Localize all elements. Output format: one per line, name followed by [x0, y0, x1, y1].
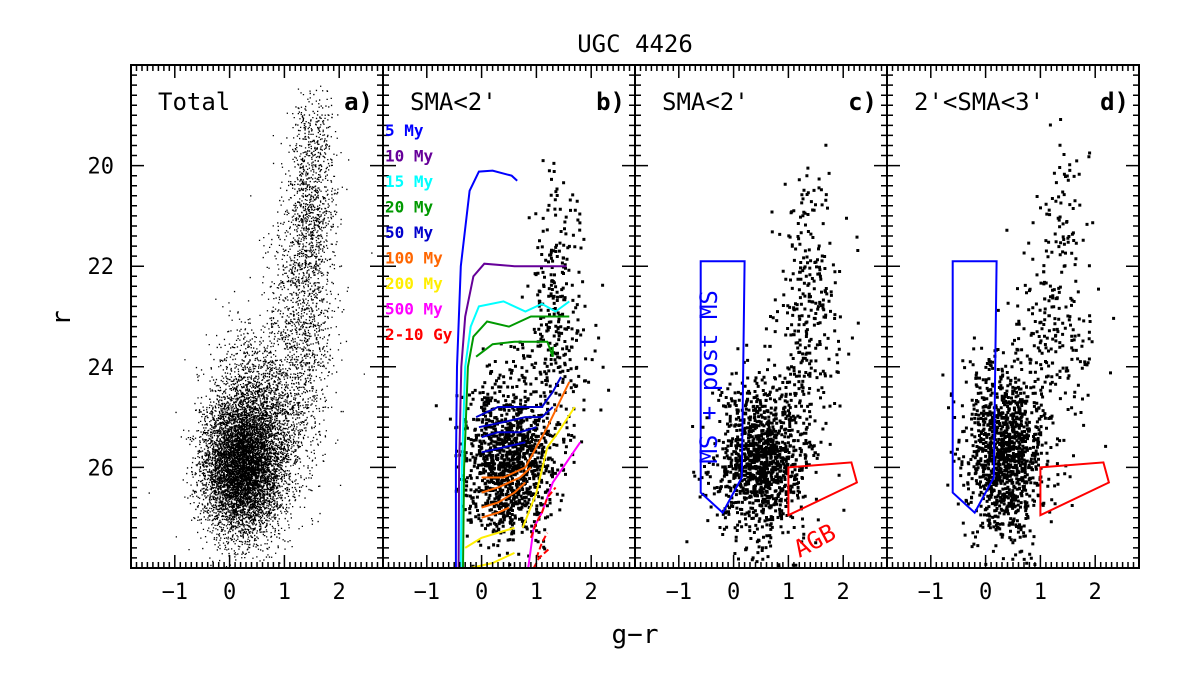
panel-c: MS + post MS AGB −1 0 1 2 SMA<2' c) [634, 64, 888, 605]
x-tick-label-b-1: 0 [475, 580, 488, 605]
x-tick-label-c-1: 0 [727, 580, 740, 605]
region-0 [951, 260, 998, 515]
isochrone-3-curve-1 [475, 340, 554, 358]
x-tick-label-d-1: 0 [979, 580, 992, 605]
legend-entry-4: 50 My [385, 223, 434, 242]
legend-entry-5: 100 My [385, 249, 443, 268]
chart-title: UGC 4426 [577, 30, 693, 58]
panel-label-c: SMA<2' [662, 88, 749, 116]
x-tick-label-a-2: 1 [278, 580, 291, 605]
isochrone-5-curve-0 [481, 381, 571, 479]
isochrone-8-curve-0 [529, 486, 557, 539]
panel-tag-c: c) [848, 88, 877, 116]
panel-label-d: 2'<SMA<3' [914, 88, 1044, 116]
star-points-a [148, 85, 373, 568]
ticks-c [634, 64, 888, 569]
legend-entry-7: 500 My [385, 300, 443, 319]
isochrone-2-curve-0 [459, 300, 570, 569]
x-tick-label-d-3: 2 [1089, 580, 1102, 605]
y-tick-label-2: 24 [88, 356, 115, 381]
ticks-a [130, 64, 384, 569]
panel-a: −1 0 1 2 Total a) [130, 64, 384, 605]
x-tick-label-b-3: 2 [585, 580, 598, 605]
star-points-c [685, 143, 860, 569]
isochrone-4-curve-3 [481, 441, 526, 454]
panel-frame-a [130, 64, 384, 569]
x-tick-label-a-3: 2 [333, 580, 346, 605]
legend-entry-2: 15 My [385, 172, 434, 191]
panel-label-b: SMA<2' [410, 88, 497, 116]
isochrone-6-curve-1 [464, 526, 515, 549]
isochrone-5-curve-2 [481, 481, 527, 509]
x-tick-label-a-0: −1 [162, 580, 189, 605]
x-tick-label-c-0: −1 [666, 580, 693, 605]
isochrone-5-curve-3 [481, 506, 510, 519]
isochrone-0-curve-0 [454, 169, 518, 568]
y-axis-label: r [47, 310, 77, 326]
region-1 [787, 461, 859, 517]
y-tick-label-3: 26 [88, 456, 115, 481]
panel-tag-a: a) [344, 88, 373, 116]
x-tick-label-d-0: −1 [918, 580, 945, 605]
x-tick-label-a-1: 0 [223, 580, 236, 605]
legend-entry-3: 20 My [385, 198, 434, 217]
ticks-d [886, 64, 1140, 569]
legend-entry-1: 10 My [385, 147, 434, 166]
legend-entry-0: 5 My [385, 121, 424, 140]
legend-entry-8: 2-10 Gy [385, 325, 453, 344]
isochrone-1-curve-0 [457, 262, 567, 569]
x-axis-label: g−r [612, 620, 659, 650]
legend-entry-6: 200 My [385, 274, 443, 293]
isochrone-6-curve-0 [521, 406, 576, 529]
x-tick-label-d-2: 1 [1034, 580, 1047, 605]
isochrone-4-curve-0 [475, 376, 562, 419]
isochrone-4-curve-1 [478, 406, 554, 429]
panel-label-a: Total [158, 88, 230, 116]
isochrone-5-curve-1 [481, 466, 532, 494]
region-0 [699, 260, 746, 515]
y-tick-label-1: 22 [88, 255, 115, 280]
region-1 [1039, 461, 1111, 517]
x-tick-label-c-3: 2 [837, 580, 850, 605]
x-tick-label-b-2: 1 [530, 580, 543, 605]
x-tick-label-b-0: −1 [414, 580, 441, 605]
panel-d: −1 0 1 2 2'<SMA<3' d) [886, 64, 1140, 605]
region-label-agb: AGB [789, 518, 840, 563]
star-points-d [941, 118, 1116, 566]
y-axis: 20 22 24 26 [88, 155, 115, 482]
star-points-b [434, 159, 611, 568]
panel-tag-d: d) [1100, 88, 1129, 116]
isochrone-8-curve-1 [535, 532, 549, 559]
ticks-b [382, 64, 636, 569]
x-tick-label-c-2: 1 [782, 580, 795, 605]
panel-tag-b: b) [596, 88, 625, 116]
y-tick-label-0: 20 [88, 155, 115, 180]
region-label-ms: MS + post MS [695, 290, 723, 463]
panel-b: 5 My 10 My 15 My 20 My 50 My 100 My 200 My 500 … [382, 64, 636, 605]
isochrone-3-curve-0 [462, 315, 570, 569]
isochrone-4-curve-2 [481, 426, 537, 439]
